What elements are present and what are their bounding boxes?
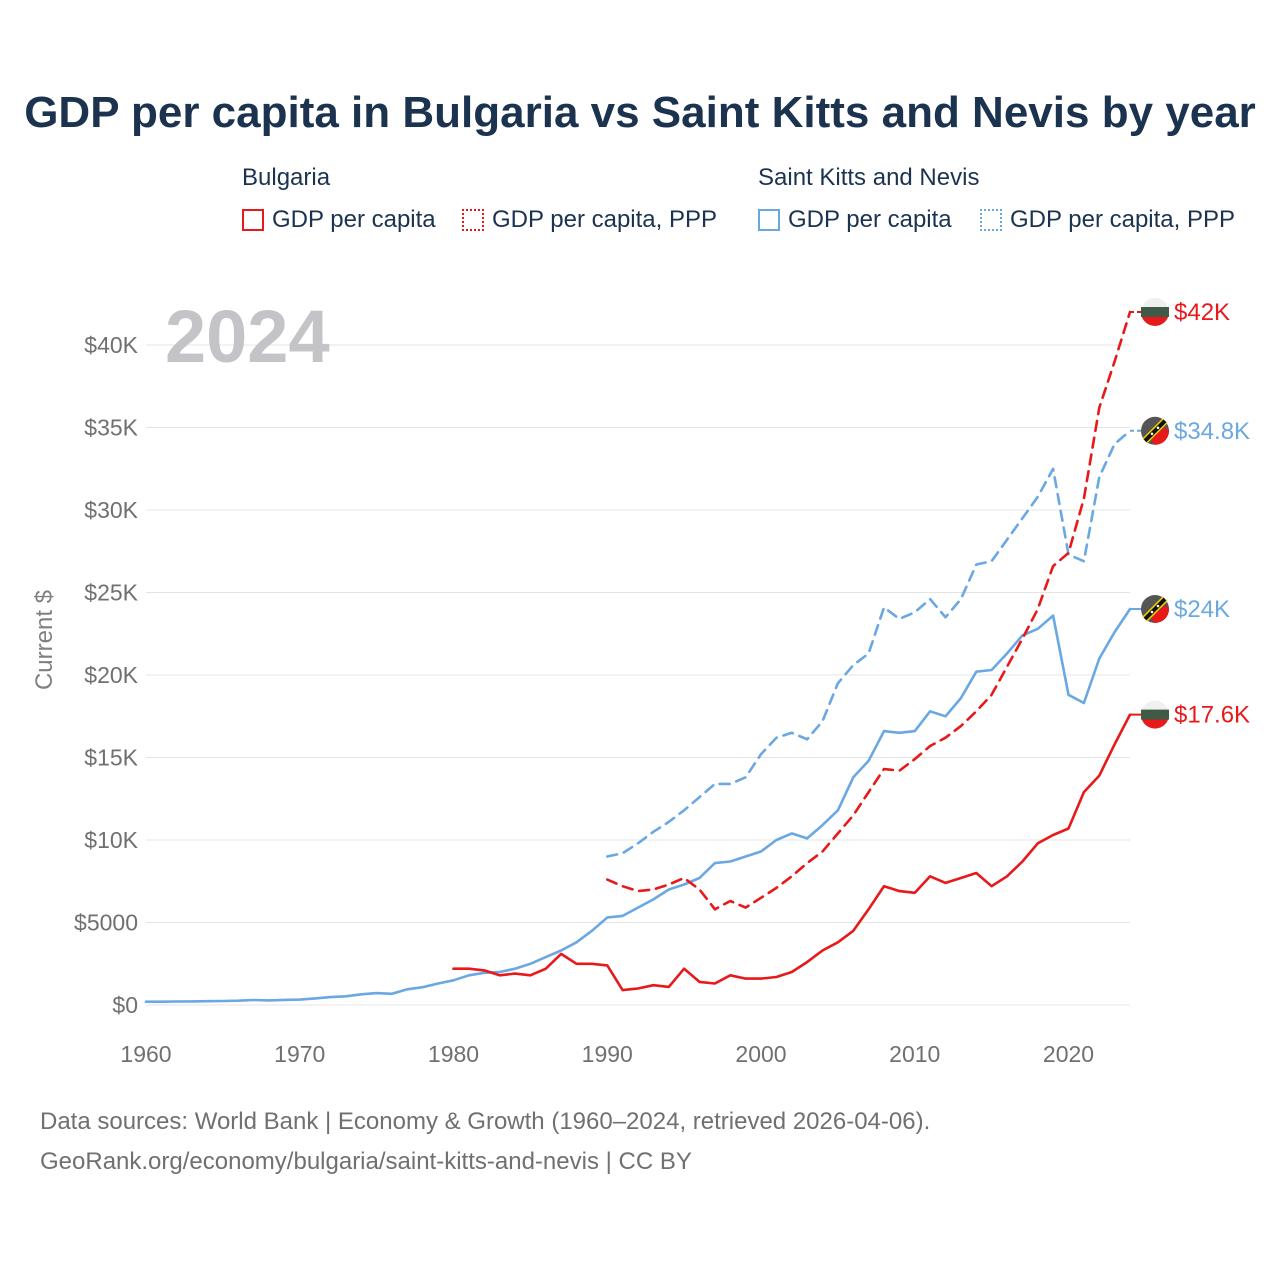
saint-kitts-and-nevis-flag-icon xyxy=(1150,432,1154,436)
y-tick-label: $0 xyxy=(112,992,138,1018)
legend-item-label: GDP per capita, PPP xyxy=(492,206,717,233)
solid-line-swatch-icon xyxy=(758,209,780,231)
x-tick-label: 1980 xyxy=(428,1041,479,1067)
series-line xyxy=(605,429,1132,858)
end-value-label: $17.6K xyxy=(1174,702,1250,729)
solid-line-swatch-icon xyxy=(242,209,264,231)
legend-item-label: GDP per capita, PPP xyxy=(1010,206,1235,233)
line-chart: $0 $5000 $10K $15K $20K $25K $30K $35K $40K 1960 1… xyxy=(31,295,1250,1067)
saint-kitts-and-nevis-flag-icon xyxy=(1150,610,1154,614)
saint-kitts-and-nevis-flag-icon xyxy=(1151,605,1169,623)
x-tick-label: 2020 xyxy=(1043,1041,1094,1067)
bulgaria-flag-icon xyxy=(1141,307,1169,317)
x-tick-label: 1970 xyxy=(274,1041,325,1067)
y-axis-label: Current $ xyxy=(31,590,58,690)
y-tick-label: $35K xyxy=(84,415,138,441)
end-value-label: $42K xyxy=(1174,299,1230,326)
y-tick-label: $5000 xyxy=(74,910,138,936)
x-tick-label: 2000 xyxy=(735,1041,786,1067)
y-tick-label: $40K xyxy=(84,332,138,358)
x-tick-label: 1960 xyxy=(120,1041,171,1067)
y-tick-label: $30K xyxy=(84,497,138,523)
series-line xyxy=(144,607,1132,1004)
legend-item-bulgaria-gdp[interactable]: GDP per capita xyxy=(242,206,436,234)
legend-item-label: GDP per capita xyxy=(272,206,436,233)
x-tick-label: 2010 xyxy=(889,1041,940,1067)
y-tick-label: $10K xyxy=(84,827,138,853)
saint-kitts-and-nevis-flag-icon xyxy=(1156,426,1160,430)
saint-kitts-and-nevis-flag-icon xyxy=(1143,597,1167,621)
legend-group-title: Saint Kitts and Nevis xyxy=(758,164,980,191)
saint-kitts-and-nevis-flag-icon xyxy=(1151,426,1169,445)
y-tick-label: $25K xyxy=(84,580,138,606)
legend-item-bulgaria-ppp[interactable]: GDP per capita, PPP xyxy=(462,206,717,234)
y-tick-label: $15K xyxy=(84,745,138,771)
end-value-label: $24K xyxy=(1174,596,1230,623)
legend-group-title: Bulgaria xyxy=(242,164,331,191)
footer-attribution: GeoRank.org/economy/bulgaria/saint-kitts… xyxy=(40,1148,692,1175)
end-value-label: $34.8K xyxy=(1174,418,1250,445)
dotted-line-swatch-icon xyxy=(980,209,1002,231)
x-tick-label: 1990 xyxy=(582,1041,633,1067)
footer-sources: Data sources: World Bank | Economy & Gro… xyxy=(40,1108,931,1135)
bulgaria-flag-icon xyxy=(1141,709,1169,720)
chart-title: GDP per capita in Bulgaria vs Saint Kitt… xyxy=(24,88,1256,137)
y-tick-label: $20K xyxy=(84,662,138,688)
year-overlay: 2024 xyxy=(165,295,330,378)
legend-item-skn-ppp[interactable]: GDP per capita, PPP xyxy=(980,206,1235,234)
saint-kitts-and-nevis-flag-icon xyxy=(1156,604,1160,608)
saint-kitts-and-nevis-flag-icon xyxy=(1143,419,1167,443)
series-line xyxy=(452,713,1132,992)
legend-item-skn-gdp[interactable]: GDP per capita xyxy=(758,206,952,234)
dotted-line-swatch-icon xyxy=(462,209,484,231)
series-line xyxy=(605,310,1132,911)
legend-item-label: GDP per capita xyxy=(788,206,952,233)
